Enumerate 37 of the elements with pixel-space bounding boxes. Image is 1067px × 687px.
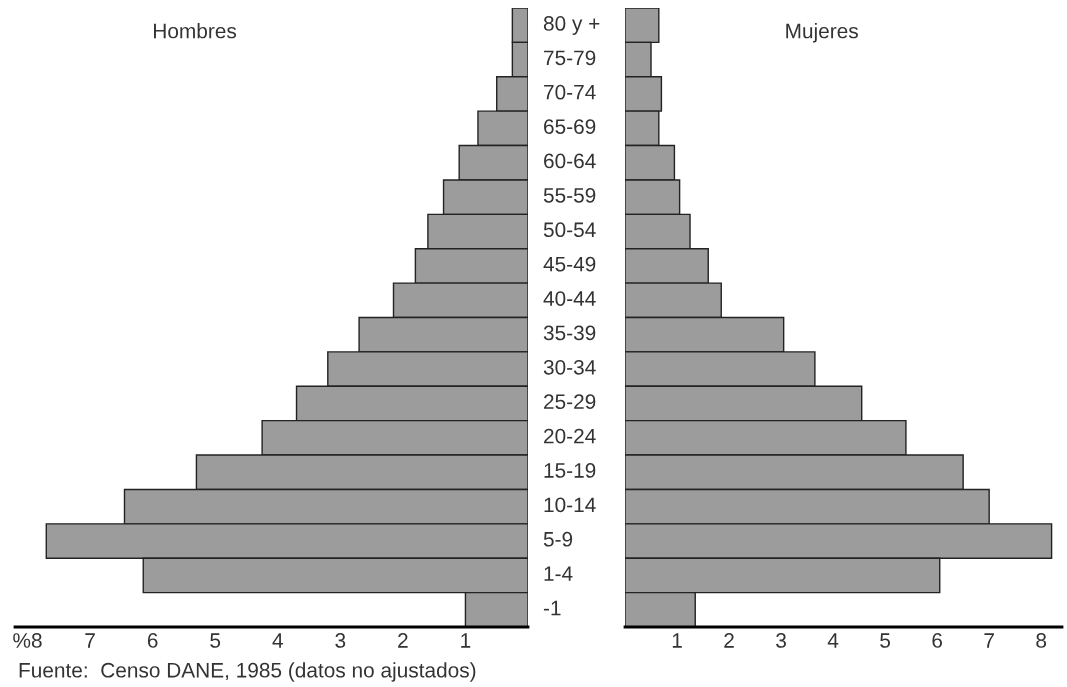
y-tick-label: 45-49	[543, 256, 596, 272]
x-tick-label: 2	[724, 633, 734, 648]
text: Hombres	[154, 23, 237, 39]
source-note: Fuente: Censo DANE, 1985 (datos no ajustados)	[19, 662, 476, 682]
y-tick-label: 20-24	[544, 428, 596, 444]
y-tick-label: 50-54	[543, 222, 596, 238]
y-tick-label: 65-69	[544, 119, 596, 134]
x-tick-label: 7	[984, 633, 994, 648]
x-tick-label: 3	[776, 633, 786, 648]
y-tick-label: 70-74	[544, 84, 596, 100]
y-tick-label: 60-64	[544, 153, 596, 169]
y-tick-label: 10-14	[544, 497, 596, 513]
x-tick-label: 2	[398, 633, 408, 648]
y-tick-label: 1-4	[544, 566, 573, 581]
x-tick-label: 4	[272, 633, 283, 648]
y-tick-label: 55-59	[543, 187, 596, 203]
x-tick-label: 5	[210, 633, 221, 648]
y-tick-label: 5-9	[543, 531, 573, 547]
y-tick-label: 40-44	[543, 291, 596, 306]
x-tick-label: 7	[85, 633, 95, 648]
y-tick-label: 80 y +	[543, 16, 600, 35]
x-tick-label: 3	[335, 633, 346, 648]
x-tick-label: 5	[880, 633, 891, 648]
x-tick-label: 8	[1036, 633, 1047, 648]
x-tick-label: 4	[827, 633, 839, 648]
y-tick-label: 75-79	[544, 50, 596, 66]
x-tick-label: 1	[672, 633, 682, 648]
y-tick-label: -1	[543, 600, 561, 616]
y-tick-label: 35-39	[543, 325, 596, 341]
y-tick-label: 25-29	[544, 394, 596, 410]
y-tick-label: 30-34	[543, 359, 596, 375]
x-tick-label: %8	[13, 633, 42, 648]
x-tick-label: 6	[932, 633, 943, 648]
x-tick-label: 1	[461, 633, 471, 648]
y-tick-label: 15-19	[544, 463, 596, 478]
x-tick-label: 6	[147, 633, 158, 648]
text: Mujeres	[786, 23, 858, 43]
